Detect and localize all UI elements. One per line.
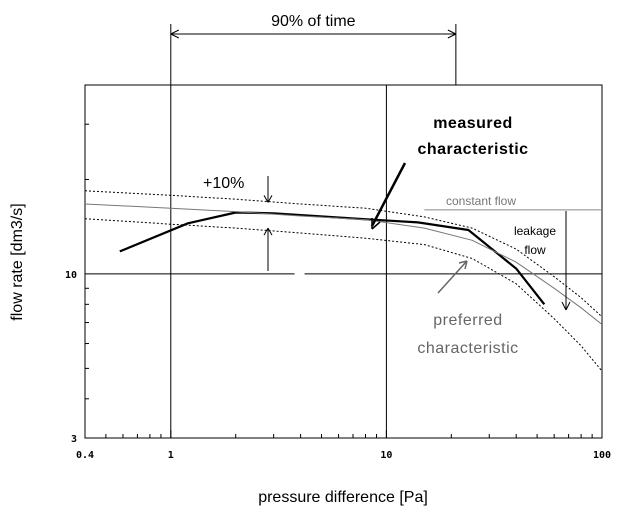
span-arrow-right-head (447, 29, 457, 39)
preferred-label-line2: characteristic (417, 340, 518, 357)
span-arrow-left-head (170, 29, 180, 39)
leakage-label-line1: leakage (514, 224, 556, 238)
reference-lines (85, 85, 602, 438)
time-span-label: 90% of time (271, 13, 356, 30)
y-axis-title: flow rate [dm3/s] (9, 203, 26, 320)
x-tick-label: 100 (593, 450, 611, 461)
measured-label-line2: characteristic (417, 141, 528, 158)
measured-series (119, 211, 546, 305)
upper-limit-series (84, 190, 603, 318)
x-axis-title: pressure difference [Pa] (258, 489, 428, 506)
tolerance-label: +10% (203, 175, 244, 192)
x-tick-label: 1 (168, 450, 174, 461)
measured-pointer (370, 162, 407, 227)
lower-limit-series (84, 218, 603, 372)
preferred-pointer (437, 261, 467, 294)
x-tick-label: 0.4 (76, 450, 94, 461)
y-tick-label: 3 (71, 434, 77, 445)
leakage-label-line2: flow (524, 243, 546, 257)
line-gap (294, 271, 305, 276)
y-tick-label: 10 (65, 270, 77, 281)
axis-ticks: 0.4 1 10 100 3 10 (65, 123, 611, 461)
tolerance-upper-arrow (263, 195, 273, 203)
series-layer (84, 190, 603, 372)
preferred-label-line1: preferred (433, 312, 502, 329)
constant-flow-label: constant flow (446, 194, 516, 208)
x-tick-label: 10 (380, 450, 392, 461)
preferred-pointer-head (458, 260, 468, 270)
measured-pointer-head (371, 218, 381, 230)
annotations: 90% of time +10% measured characteristic con… (170, 13, 571, 357)
preferred-series (84, 203, 603, 325)
tolerance-lower-arrow (263, 227, 273, 236)
plot-area (84, 84, 603, 439)
leakage-arrow-head (561, 301, 571, 311)
measured-label-line1: measured (433, 115, 513, 132)
